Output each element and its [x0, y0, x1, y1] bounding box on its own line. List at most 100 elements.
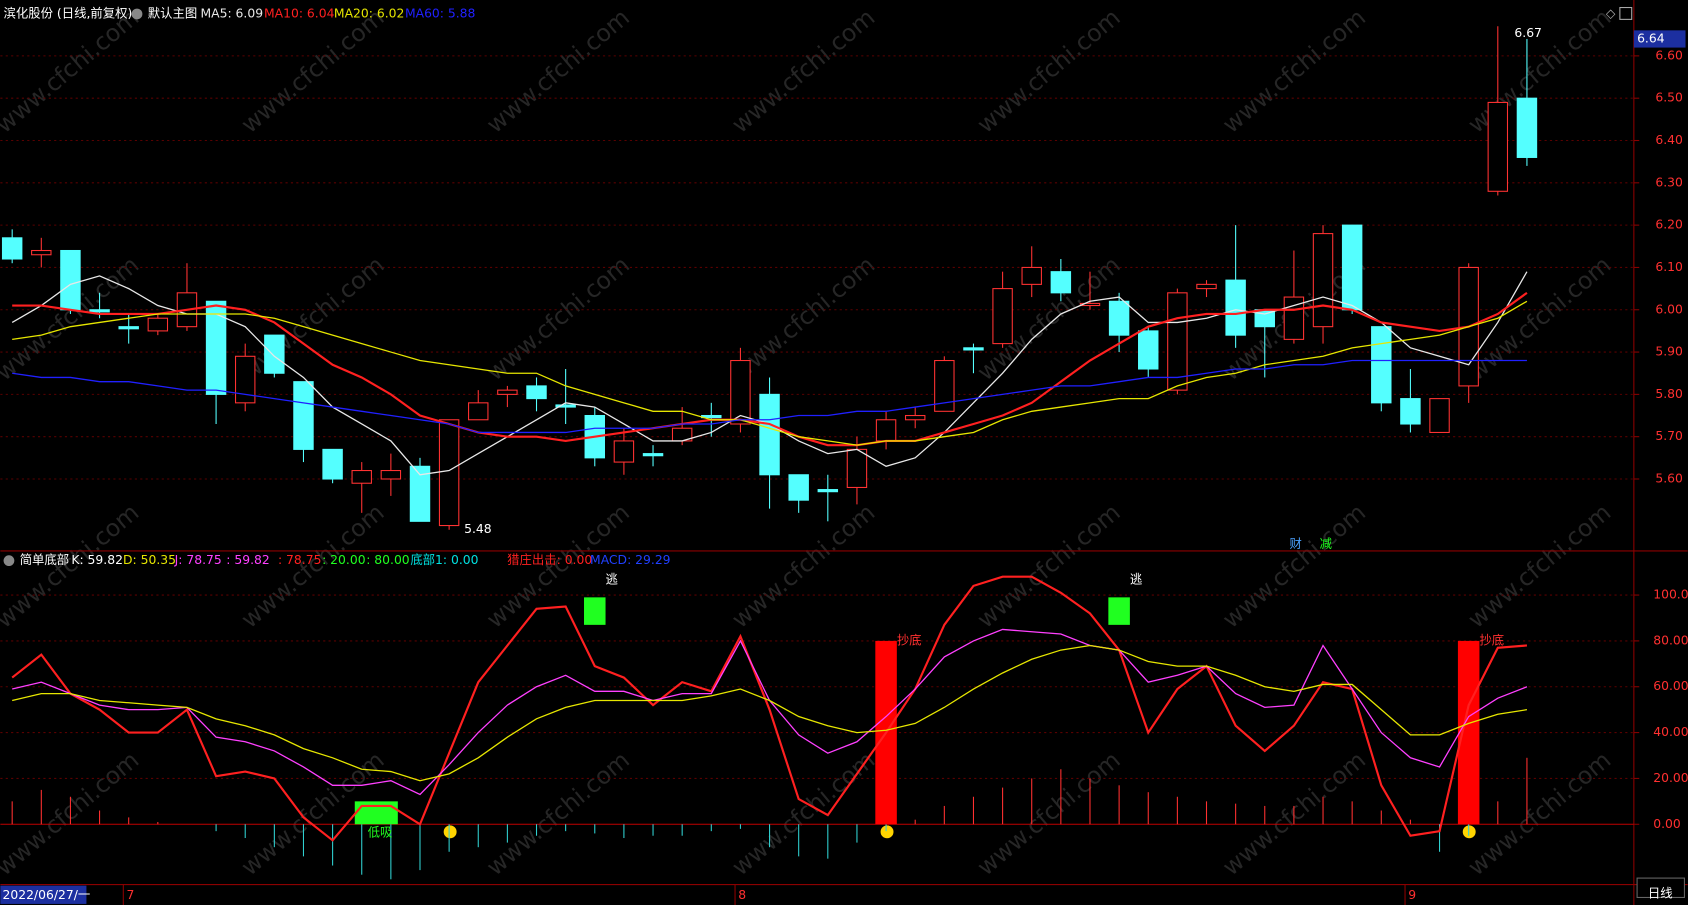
candle-body: [1, 237, 23, 260]
candle-body: [1079, 302, 1101, 307]
candle-body: [60, 249, 81, 311]
candle-body: [438, 419, 460, 527]
period-label[interactable]: 日线: [1648, 887, 1673, 901]
period-button[interactable]: [1636, 877, 1685, 899]
candle-body: [1283, 296, 1305, 340]
stock-title: 滨化股份 (日线,前复权): [4, 5, 133, 20]
legend-entry: 猎庄出击: 0.00: [507, 552, 592, 567]
signal-label: 抄底: [897, 632, 922, 647]
candle-body: [147, 317, 169, 332]
x-tick-label: 8: [738, 888, 746, 902]
y-tick-label: 0.00: [1653, 817, 1681, 831]
y-tick-label: 80.00: [1653, 633, 1688, 647]
finance-marker[interactable]: 财: [1290, 537, 1302, 551]
y-tick-label: 6.40: [1655, 133, 1683, 147]
candle-body: [1312, 233, 1334, 328]
legend-entry: J: 78.75: [174, 553, 222, 567]
current-price-label: 6.64: [1637, 31, 1665, 45]
candle-body: [613, 440, 635, 463]
candle-body: [934, 359, 955, 412]
indicator-title[interactable]: 简单底部: [20, 552, 69, 567]
series-line: [12, 644, 1528, 782]
y-tick-label: 6.00: [1655, 302, 1683, 316]
candle-body: [759, 393, 780, 476]
legend-entry: D: 50.35: [123, 553, 176, 567]
x-tick-label: 7: [127, 888, 135, 902]
y-tick-label: 5.90: [1655, 345, 1683, 359]
candle-body: [380, 469, 402, 480]
diamond-icon[interactable]: ◇: [1606, 6, 1616, 20]
x-tick-label: 2022/06/27/一: [2, 888, 90, 902]
y-tick-label: 6.20: [1655, 218, 1683, 232]
high-annotation: 6.67: [1514, 26, 1542, 40]
candle-body: [555, 404, 576, 408]
smiley-icon: [443, 825, 457, 839]
candle-body: [642, 453, 664, 457]
candle-body: [351, 469, 372, 484]
candle-body: [963, 347, 984, 351]
candle-body: [409, 465, 431, 522]
y-tick-label: 5.80: [1655, 387, 1683, 401]
window-icon[interactable]: [1619, 6, 1633, 20]
y-tick-label: 60.00: [1653, 679, 1688, 693]
candle-body: [1196, 283, 1217, 290]
candle-body: [1487, 101, 1509, 192]
y-tick-label: 6.10: [1655, 260, 1683, 274]
candle-body: [1516, 97, 1538, 158]
candle-body: [904, 414, 926, 421]
signal-label: 逃: [606, 573, 618, 587]
candle-body: [1138, 330, 1159, 370]
candle-body: [1371, 326, 1392, 404]
legend-entry: : 78.75: [278, 553, 321, 567]
candle-body: [817, 489, 839, 493]
candle-body: [992, 288, 1013, 345]
smiley-icon: [880, 825, 894, 839]
candle-body: [31, 249, 52, 256]
candle-body: [322, 448, 343, 480]
candle-body: [1021, 266, 1042, 285]
signal-label: 逃: [1130, 573, 1142, 587]
signal-label: 低吸: [368, 825, 393, 839]
legend-entry: MA60: 5.88: [405, 6, 476, 20]
candle-body: [788, 474, 809, 501]
signal-bar: [1457, 640, 1480, 825]
candle-body: [1167, 292, 1188, 391]
legend-entry: MA5: 6.09: [200, 6, 263, 20]
main-chart-label[interactable]: 默认主图: [148, 5, 197, 20]
candle-body: [730, 359, 751, 425]
legend-entry: MA10: 6.04: [264, 6, 335, 20]
legend-entry: K: 59.82: [71, 553, 123, 567]
signal-label: 抄底: [1479, 632, 1504, 647]
legend-entry: MA20: 6.02: [334, 6, 404, 20]
y-tick-label: 6.60: [1655, 48, 1683, 62]
menu-icon[interactable]: [3, 555, 15, 567]
candle-body: [526, 385, 547, 400]
y-tick-label: 6.50: [1655, 91, 1683, 105]
low-annotation: 5.48: [464, 522, 492, 536]
series-line: [12, 291, 1528, 447]
candle-body: [497, 389, 518, 395]
legend-entry: 底部1: 0.00: [410, 552, 478, 567]
menu-icon[interactable]: [131, 8, 143, 20]
smileys: [443, 825, 1476, 839]
smiley-icon: [1462, 825, 1476, 839]
candle-body: [1108, 300, 1130, 336]
reduce-marker[interactable]: 减: [1320, 537, 1332, 551]
candle-body: [118, 326, 139, 330]
x-tick-label: 9: [1408, 888, 1416, 902]
candle-body: [264, 334, 285, 374]
y-tick-label: 6.30: [1655, 175, 1683, 189]
legend-entry: MACD: 29.29: [590, 553, 671, 567]
candle-body: [89, 309, 110, 313]
y-tick-label: 20.00: [1653, 771, 1688, 785]
candle-body: [846, 448, 868, 488]
candle-body: [468, 402, 489, 421]
y-tick-label: 5.70: [1655, 429, 1683, 443]
candle-body: [1341, 224, 1363, 311]
signal-bar: [584, 597, 606, 625]
current-price-box: [1633, 30, 1686, 48]
candle-body: [1400, 398, 1421, 425]
